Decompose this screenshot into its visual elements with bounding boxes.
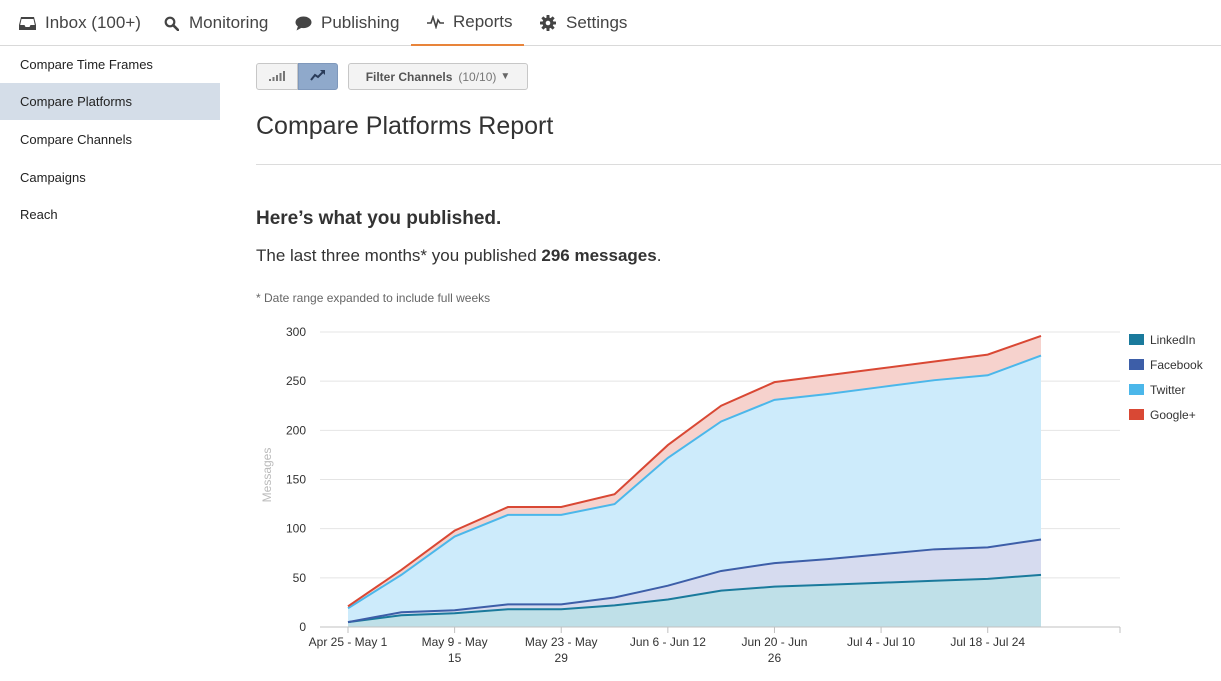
x-tick-label: Jun 6 - Jun 12 — [630, 635, 706, 649]
summary-prefix: The last three months* you published — [256, 246, 542, 265]
sidebar-item-reach[interactable]: Reach — [0, 196, 220, 233]
twitter-legend-label: Twitter — [1150, 383, 1185, 397]
summary-suffix: . — [656, 246, 662, 265]
sidebar-item-label: Campaigns — [20, 170, 86, 185]
tab-settings[interactable]: Settings — [539, 0, 627, 46]
gear-icon — [539, 14, 557, 32]
tab-inbox[interactable]: Inbox (100+) — [18, 0, 141, 46]
facebook-line — [347, 538, 1042, 624]
x-tick-label: Jul 18 - Jul 24 — [950, 635, 1025, 649]
inbox-icon — [18, 14, 36, 32]
tab-monitoring[interactable]: Monitoring — [162, 0, 268, 46]
chevron-down-icon: ▼ — [500, 71, 511, 82]
page-title: Compare Platforms Report — [256, 112, 554, 140]
googleplus-area — [348, 335, 1041, 609]
trend-view-button[interactable] — [298, 63, 338, 90]
divider — [256, 164, 1221, 165]
facebook-legend-swatch — [1129, 359, 1144, 370]
bar-view-button[interactable] — [256, 63, 298, 90]
linkedin-legend-label: LinkedIn — [1150, 333, 1195, 347]
tab-monitoring-label: Monitoring — [189, 13, 269, 32]
googleplus-legend-label: Google+ — [1150, 408, 1196, 422]
date-range-note: * Date range expanded to include full we… — [256, 291, 491, 305]
filter-channels-count: (10/10) — [458, 69, 497, 84]
x-tick-label: May 23 - May — [525, 635, 598, 649]
x-tick-label: 29 — [555, 651, 569, 665]
bar-chart-icon — [269, 68, 285, 86]
sidebar-item-label: Reach — [20, 207, 58, 222]
sidebar-item-label: Compare Time Frames — [20, 57, 153, 72]
trend-line-icon — [310, 68, 326, 86]
search-icon — [162, 14, 180, 32]
x-tick-label: Jul 4 - Jul 10 — [847, 635, 915, 649]
x-tick-label: Apr 25 - May 1 — [309, 635, 388, 649]
x-tick-label: Jun 20 - Jun — [741, 635, 807, 649]
sidebar-item-compare-platforms[interactable]: Compare Platforms — [0, 83, 220, 120]
y-tick-label: 250 — [286, 374, 306, 388]
twitter-legend-swatch — [1129, 384, 1144, 395]
y-tick-label: 200 — [286, 423, 306, 437]
filter-channels-button[interactable]: Filter Channels (10/10) ▼ — [348, 63, 528, 90]
y-tick-label: 300 — [286, 325, 306, 339]
x-tick-label: 15 — [448, 651, 462, 665]
linkedin-legend-swatch — [1129, 334, 1144, 345]
filter-channels-label: Filter Channels — [365, 69, 453, 84]
facebook-legend-label: Facebook — [1150, 358, 1204, 372]
linkedin-line — [347, 573, 1042, 624]
linkedin-area — [348, 574, 1041, 627]
twitter-line — [347, 354, 1042, 610]
top-nav: Inbox (100+) Monitoring Publishing Repor… — [0, 0, 1221, 46]
y-tick-label: 50 — [293, 571, 307, 585]
tab-reports-label: Reports — [453, 12, 513, 31]
sidebar-item-campaigns[interactable]: Campaigns — [0, 159, 220, 196]
speech-bubble-icon — [294, 14, 312, 32]
tab-publishing[interactable]: Publishing — [294, 0, 399, 46]
sidebar-item-compare-channels[interactable]: Compare Channels — [0, 121, 220, 158]
googleplus-legend-swatch — [1129, 409, 1144, 420]
section-heading: Here’s what you published. — [256, 208, 502, 229]
summary-count: 296 messages — [541, 246, 657, 265]
googleplus-line — [347, 334, 1042, 608]
tab-settings-label: Settings — [566, 13, 628, 32]
sidebar-item-compare-time-frames[interactable]: Compare Time Frames — [0, 46, 220, 83]
y-tick-label: 100 — [286, 522, 306, 536]
activity-icon — [426, 13, 444, 31]
y-tick-label: 150 — [286, 473, 306, 487]
x-tick-label: 26 — [768, 651, 782, 665]
tab-inbox-label: Inbox (100+) — [45, 13, 141, 32]
y-tick-label: 0 — [299, 620, 306, 634]
sidebar-item-label: Compare Channels — [20, 132, 133, 147]
facebook-area — [348, 539, 1041, 623]
tab-publishing-label: Publishing — [321, 13, 400, 32]
sidebar-item-label: Compare Platforms — [20, 94, 132, 109]
x-tick-label: May 9 - May — [422, 635, 488, 649]
summary-text: The last three months* you published 296… — [256, 246, 661, 266]
y-axis-title: Messages — [260, 448, 274, 503]
tab-reports[interactable]: Reports — [411, 0, 524, 46]
